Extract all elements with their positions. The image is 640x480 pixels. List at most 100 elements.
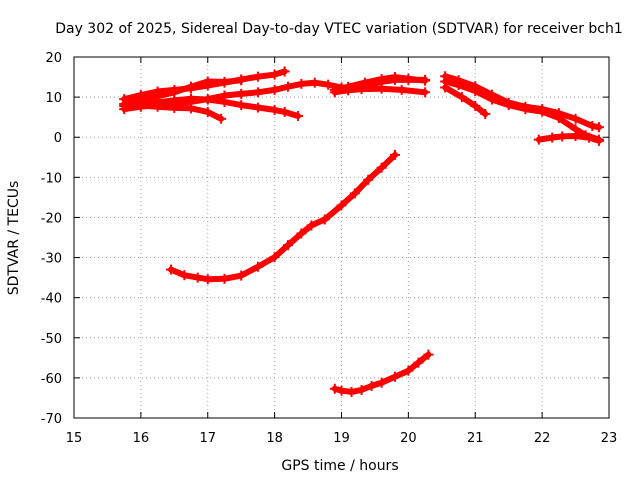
data-point (283, 81, 293, 92)
y-tick-label: -70 (41, 412, 62, 427)
data-point (440, 82, 451, 93)
data-point (236, 270, 247, 281)
data-point (486, 94, 497, 105)
data-point (192, 272, 203, 283)
data-point (279, 106, 290, 117)
x-tick-label: 15 (66, 431, 83, 446)
data-point (119, 100, 130, 111)
data-point (269, 69, 280, 80)
data-point (553, 112, 564, 123)
data-point (376, 83, 387, 94)
data-point (456, 92, 467, 103)
data-point (403, 73, 414, 84)
data-point (359, 77, 370, 88)
data-point (570, 131, 581, 142)
data-point (593, 135, 604, 146)
data-point (236, 88, 247, 99)
data-point (557, 131, 568, 142)
data-point (470, 86, 481, 97)
data-point (283, 240, 293, 251)
x-axis: 15 16 17 18 19 20 21 22 23 (66, 57, 618, 446)
series-sat-i (440, 76, 604, 145)
data-point (252, 87, 263, 98)
y-tick-label: -30 (41, 252, 62, 267)
data-point (252, 71, 263, 82)
data-point (329, 383, 340, 394)
grid (74, 57, 609, 418)
data-point (309, 77, 320, 88)
y-tick-label: -40 (41, 292, 62, 307)
data-point (186, 93, 197, 104)
data-point (216, 113, 227, 124)
data-point (396, 84, 407, 95)
data-point (169, 102, 180, 113)
data-point (453, 80, 464, 91)
data-point (503, 100, 514, 111)
data-point (269, 104, 280, 115)
y-tick-label: -50 (41, 332, 62, 347)
data-point (376, 162, 387, 173)
data-point (390, 371, 400, 382)
x-tick-label: 21 (467, 431, 484, 446)
x-axis-title: GPS time / hours (281, 458, 398, 474)
data-point (236, 100, 247, 111)
data-point (219, 76, 230, 87)
data-point (152, 101, 163, 112)
y-axis-title: SDTVAR / TECUs (6, 181, 22, 296)
data-point (349, 188, 360, 199)
data-point (420, 87, 431, 98)
series-line (442, 84, 489, 117)
data-point (252, 261, 263, 272)
data-point (480, 108, 491, 119)
data-series (119, 66, 604, 397)
y-tick-label: 10 (45, 91, 62, 106)
data-point (219, 273, 230, 284)
data-point (329, 84, 340, 95)
data-point (336, 200, 347, 211)
data-point (570, 113, 581, 124)
data-point (343, 81, 354, 92)
data-point (179, 270, 190, 281)
data-point (323, 79, 334, 90)
data-point (583, 132, 594, 143)
x-tick-label: 20 (400, 431, 417, 446)
data-point (269, 252, 280, 263)
data-point (537, 106, 548, 117)
y-tick-label: -10 (41, 171, 62, 186)
x-tick-label: 16 (133, 431, 150, 446)
data-point (390, 72, 400, 83)
data-point (202, 274, 213, 285)
series-sat-k (533, 131, 604, 146)
chart-title: Day 302 of 2025, Sidereal Day-to-day VTE… (55, 21, 623, 37)
data-point (202, 106, 213, 117)
data-point (593, 122, 604, 133)
y-axis: 20 10 0 -10 -20 -30 -40 -50 -60 -70 (41, 51, 609, 427)
data-point (336, 385, 347, 396)
data-point (202, 94, 213, 105)
data-point (165, 264, 176, 275)
x-tick-label: 23 (601, 431, 618, 446)
data-point (587, 120, 598, 131)
series-sat-l (165, 149, 400, 285)
data-point (319, 214, 330, 225)
data-point (236, 75, 247, 86)
data-point (219, 96, 230, 107)
data-point (356, 384, 367, 395)
data-point (363, 174, 374, 185)
data-point (296, 228, 307, 239)
data-point (296, 78, 307, 89)
x-tick-label: 18 (266, 431, 283, 446)
data-point (423, 349, 434, 360)
x-tick-label: 19 (333, 431, 350, 446)
data-point (420, 75, 431, 86)
x-tick-label: 22 (534, 431, 551, 446)
data-point (346, 386, 357, 397)
y-tick-label: -60 (41, 372, 62, 387)
data-point (547, 132, 558, 143)
x-tick-label: 17 (199, 431, 216, 446)
data-point (470, 100, 481, 111)
data-point (390, 149, 400, 160)
data-point (135, 100, 146, 111)
series-sat-e (135, 100, 227, 124)
